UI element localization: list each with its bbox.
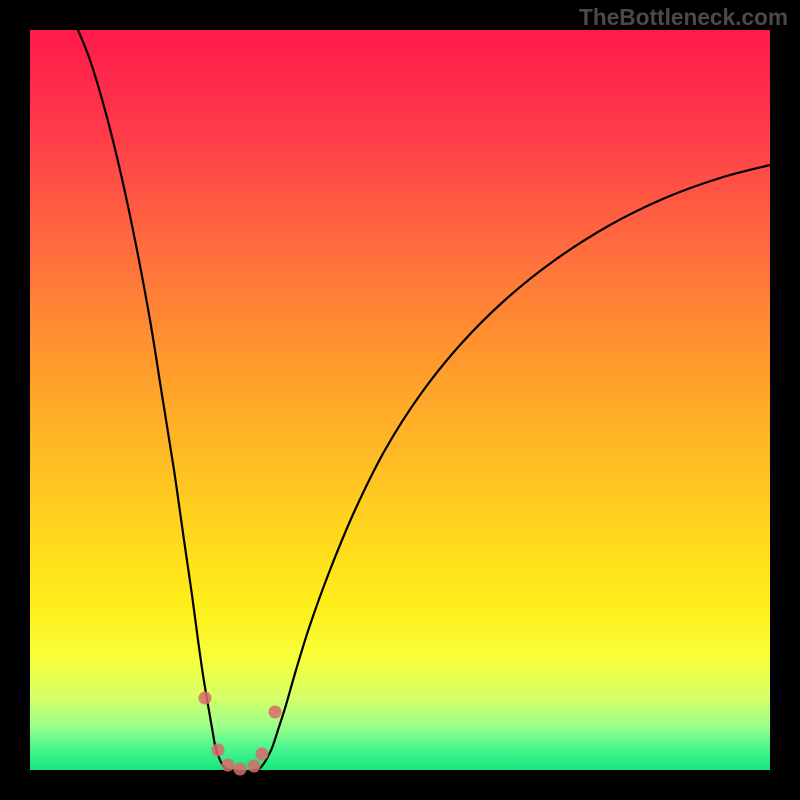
chart-frame: TheBottleneck.com <box>0 0 800 800</box>
data-marker <box>222 759 235 772</box>
data-marker <box>248 760 261 773</box>
bottleneck-curve-chart <box>0 0 800 800</box>
data-marker <box>256 748 269 761</box>
data-marker <box>199 692 212 705</box>
watermark-text: TheBottleneck.com <box>579 4 788 31</box>
data-marker <box>269 706 282 719</box>
data-marker <box>234 763 247 776</box>
plot-background <box>30 30 770 770</box>
data-marker <box>212 744 225 757</box>
